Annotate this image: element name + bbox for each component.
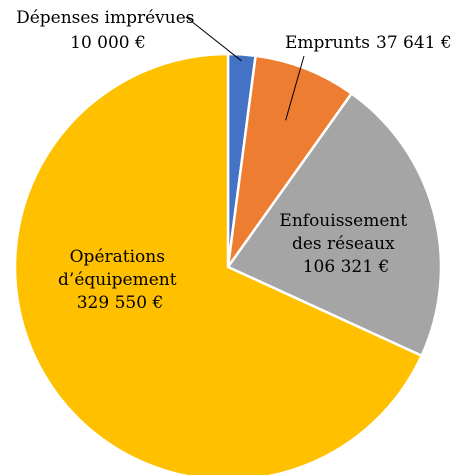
data-label-depenses-imprevues: Dépenses imprévues 10 000 €	[16, 8, 200, 53]
label-operations-value: 329 550 €	[77, 293, 164, 313]
label-enfouissement-value: 106 321 €	[303, 257, 390, 277]
pie-slices	[13, 52, 443, 475]
label-operations-line1: Opérations	[70, 247, 165, 267]
pie-slice-emprunts	[226, 54, 353, 269]
label-enfouissement-line2: des réseaux	[292, 234, 395, 254]
leader-line-emprunts	[285, 55, 305, 121]
label-emprunts-value: 37 641 €	[376, 33, 452, 53]
label-enfouissement-line1: Enfouissement	[279, 211, 407, 231]
data-label-operations: Opérations d’équipement 329 550 €	[58, 247, 182, 313]
pie-slice-operations-d-equipement	[13, 52, 423, 475]
leader-line-depenses-imprevues	[185, 16, 242, 62]
label-depenses-value: 10 000 €	[70, 33, 146, 53]
data-label-emprunts: Emprunts 37 641 €	[285, 33, 452, 53]
label-emprunts-name: Emprunts	[285, 33, 370, 53]
label-depenses-name: Dépenses imprévues	[16, 8, 194, 28]
data-label-enfouissement: Enfouissement des réseaux 106 321 €	[279, 211, 412, 277]
label-operations-line2: d’équipement	[58, 270, 177, 290]
leader-lines	[185, 16, 305, 121]
